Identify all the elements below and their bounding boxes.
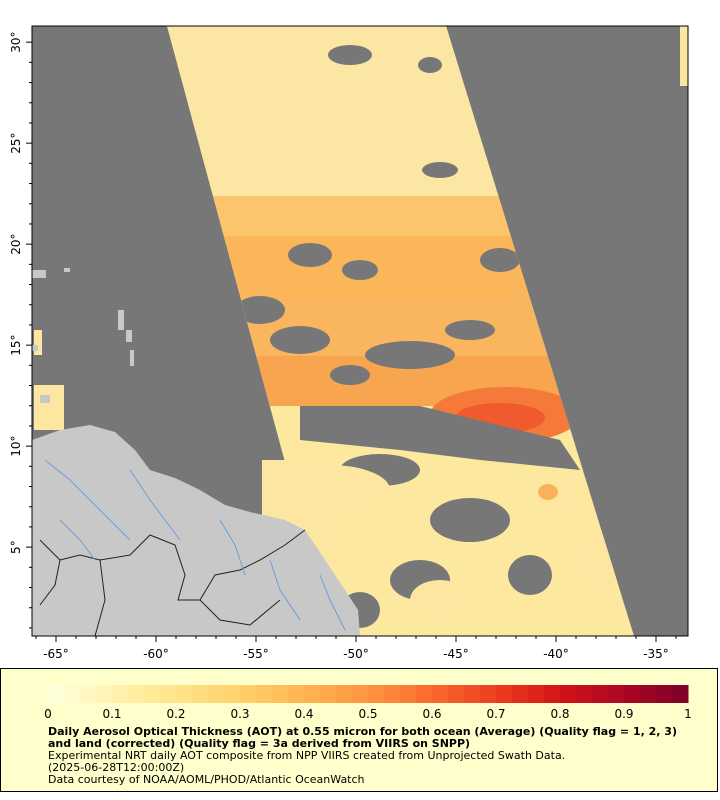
colorbar-cell bbox=[48, 685, 65, 703]
colorbar-tick-label: 1 bbox=[684, 707, 692, 721]
colorbar-tick-label: 0 bbox=[44, 707, 52, 721]
colorbar-cell bbox=[464, 685, 481, 703]
colorbar-ticks: 0 0.1 0.2 0.3 0.4 0.5 0.6 0.7 0.8 0.9 1 bbox=[44, 707, 692, 721]
x-tick-label: -65° bbox=[43, 647, 69, 661]
colorbar-cells bbox=[48, 685, 689, 703]
x-tick-label: -60° bbox=[143, 647, 169, 661]
colorbar-cell bbox=[128, 685, 145, 703]
x-tick-label: -35° bbox=[643, 647, 669, 661]
legend-credit: Data courtesy of NOAA/AOML/PHOD/Atlantic… bbox=[48, 773, 365, 786]
colorbar-tick-label: 0.7 bbox=[486, 707, 505, 721]
map-figure: -65° -60° -55° -50° -45° -40° -35° 30° 25° 20° 15°… bbox=[9, 25, 689, 661]
colorbar-cell bbox=[528, 685, 545, 703]
colorbar-tick-label: 0.2 bbox=[166, 707, 185, 721]
colorbar: 0 0.1 0.2 0.3 0.4 0.5 0.6 0.7 0.8 0.9 1 bbox=[44, 685, 692, 721]
legend-title: Daily Aerosol Optical Thickness (AOT) at… bbox=[48, 725, 677, 750]
x-tick-label: -50° bbox=[343, 647, 369, 661]
colorbar-tick-label: 0.4 bbox=[294, 707, 313, 721]
colorbar-tick-label: 0.3 bbox=[230, 707, 249, 721]
country-borders bbox=[39, 529, 306, 636]
colorbar-cell bbox=[448, 685, 465, 703]
y-tick-label: 15° bbox=[9, 334, 23, 355]
colorbar-cell bbox=[256, 685, 273, 703]
x-tick-label: -55° bbox=[243, 647, 269, 661]
colorbar-cell bbox=[80, 685, 97, 703]
colorbar-cell bbox=[560, 685, 577, 703]
colorbar-tick-label: 0.1 bbox=[102, 707, 121, 721]
legend-date: (2025-06-28T12:00:00Z) bbox=[48, 761, 185, 774]
colorbar-cell bbox=[192, 685, 209, 703]
colorbar-cell bbox=[144, 685, 161, 703]
axis-ticks: -65° -60° -55° -50° -45° -40° -35° 30° 25° 20° 15°… bbox=[9, 32, 677, 661]
colorbar-cell bbox=[96, 685, 113, 703]
y-tick-label: 5° bbox=[9, 540, 23, 554]
colorbar-cell bbox=[656, 685, 673, 703]
colorbar-cell bbox=[176, 685, 193, 703]
colorbar-tick-label: 0.9 bbox=[614, 707, 633, 721]
colorbar-cell bbox=[432, 685, 449, 703]
colorbar-tick-label: 0.5 bbox=[358, 707, 377, 721]
colorbar-cell bbox=[416, 685, 433, 703]
y-tick-label: 25° bbox=[9, 133, 23, 154]
colorbar-cell bbox=[208, 685, 225, 703]
y-tick-label: 30° bbox=[9, 32, 23, 53]
x-tick-label: -45° bbox=[443, 647, 469, 661]
colorbar-cell bbox=[272, 685, 289, 703]
colorbar-cell bbox=[336, 685, 353, 703]
colorbar-cell bbox=[480, 685, 497, 703]
colorbar-cell bbox=[512, 685, 529, 703]
colorbar-tick-label: 0.6 bbox=[422, 707, 441, 721]
rivers bbox=[44, 459, 346, 631]
aot-next-swath bbox=[680, 26, 688, 86]
colorbar-cell bbox=[640, 685, 657, 703]
y-tick-label: 10° bbox=[9, 435, 23, 456]
y-tick-label: 20° bbox=[9, 234, 23, 255]
colorbar-cell bbox=[240, 685, 257, 703]
map-frame bbox=[31, 25, 689, 637]
caribbean-islands bbox=[32, 268, 134, 403]
colorbar-cell bbox=[64, 685, 81, 703]
legend-description: Experimental NRT daily AOT composite fro… bbox=[48, 749, 566, 762]
colorbar-cell bbox=[672, 685, 689, 703]
colorbar-cell bbox=[224, 685, 241, 703]
colorbar-cell bbox=[320, 685, 337, 703]
colorbar-cell bbox=[288, 685, 305, 703]
colorbar-cell bbox=[160, 685, 177, 703]
colorbar-tick-label: 0.8 bbox=[550, 707, 569, 721]
x-tick-label: -40° bbox=[543, 647, 569, 661]
colorbar-cell bbox=[400, 685, 417, 703]
colorbar-cell bbox=[112, 685, 129, 703]
colorbar-cell bbox=[592, 685, 609, 703]
colorbar-cell bbox=[304, 685, 321, 703]
colorbar-cell bbox=[544, 685, 561, 703]
colorbar-cell bbox=[496, 685, 513, 703]
colorbar-cell bbox=[608, 685, 625, 703]
colorbar-cell bbox=[624, 685, 641, 703]
colorbar-cell bbox=[576, 685, 593, 703]
colorbar-cell bbox=[368, 685, 385, 703]
colorbar-cell bbox=[384, 685, 401, 703]
colorbar-cell bbox=[352, 685, 369, 703]
